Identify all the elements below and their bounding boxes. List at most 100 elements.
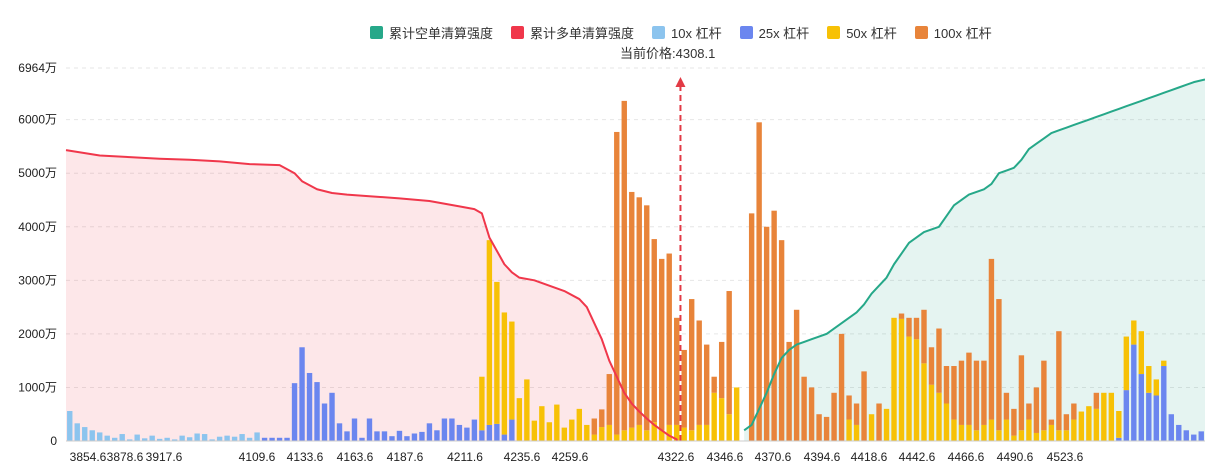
bar-10x-leverage[interactable] [216,436,223,441]
bar-100x-leverage[interactable] [651,239,657,423]
bar-10x-leverage[interactable] [89,430,95,441]
bar-25x-leverage[interactable] [374,431,380,441]
legend-item-25x[interactable]: 25x 杠杆 [739,23,809,42]
bar-100x-leverage[interactable] [898,313,905,319]
bar-100x-leverage[interactable] [831,392,837,441]
bar-10x-leverage[interactable] [194,433,200,441]
bar-100x-leverage[interactable] [1003,392,1010,420]
bar-50x-leverage[interactable] [846,419,852,441]
bar-25x-leverage[interactable] [1183,430,1189,441]
bar-50x-leverage[interactable] [913,339,920,441]
bar-100x-leverage[interactable] [614,131,620,435]
bar-100x-leverage[interactable] [681,349,687,428]
bar-10x-leverage[interactable] [112,437,118,441]
bar-50x-leverage[interactable] [726,414,732,441]
bar-25x-leverage[interactable] [471,419,478,441]
bar-50x-leverage[interactable] [703,424,710,441]
bar-50x-leverage[interactable] [996,430,1002,441]
bar-25x-leverage[interactable] [449,418,455,441]
bar-50x-leverage[interactable] [516,398,523,441]
bar-10x-leverage[interactable] [254,432,260,441]
bar-50x-leverage[interactable] [636,424,642,441]
bar-50x-leverage[interactable] [951,419,957,441]
bar-50x-leverage[interactable] [651,422,657,441]
bar-50x-leverage[interactable] [1063,430,1070,441]
bar-50x-leverage[interactable] [621,430,627,441]
bar-100x-leverage[interactable] [748,213,755,441]
bar-50x-leverage[interactable] [868,414,875,441]
bar-25x-leverage[interactable] [509,419,515,441]
bar-50x-leverage[interactable] [554,404,560,441]
bar-10x-leverage[interactable] [156,438,163,441]
bar-100x-leverage[interactable] [763,226,770,441]
bar-25x-leverage[interactable] [1146,392,1152,441]
bar-100x-leverage[interactable] [973,360,980,431]
bar-50x-leverage[interactable] [599,427,605,441]
bar-25x-leverage[interactable] [494,423,500,441]
bar-100x-leverage[interactable] [966,352,972,425]
bar-100x-leverage[interactable] [1041,360,1047,431]
bar-50x-leverage[interactable] [928,384,935,441]
bar-50x-leverage[interactable] [584,424,590,441]
bar-50x-leverage[interactable] [711,392,717,441]
bar-10x-leverage[interactable] [209,439,215,441]
bar-50x-leverage[interactable] [1026,419,1032,441]
bar-50x-leverage[interactable] [629,427,635,441]
bar-25x-leverage[interactable] [434,430,440,441]
bar-50x-leverage[interactable] [1041,430,1047,441]
bar-25x-leverage[interactable] [1168,414,1174,441]
bar-25x-leverage[interactable] [336,423,343,441]
bar-100x-leverage[interactable] [936,328,942,393]
bar-25x-leverage[interactable] [291,383,298,441]
bar-50x-leverage[interactable] [1011,435,1017,441]
bar-50x-leverage[interactable] [981,424,987,441]
bar-50x-leverage[interactable] [539,406,545,441]
bar-50x-leverage[interactable] [853,424,860,441]
bar-50x-leverage[interactable] [718,398,725,441]
bar-25x-leverage[interactable] [321,403,328,441]
bar-50x-leverage[interactable] [1131,320,1137,345]
bar-25x-leverage[interactable] [366,418,373,441]
bar-50x-leverage[interactable] [973,430,980,441]
bar-25x-leverage[interactable] [359,437,365,441]
bar-50x-leverage[interactable] [546,422,553,441]
bar-50x-leverage[interactable] [666,424,672,441]
bar-50x-leverage[interactable] [501,312,508,435]
bar-50x-leverage[interactable] [1056,430,1062,441]
bar-100x-leverage[interactable] [1048,419,1055,425]
bar-10x-leverage[interactable] [186,437,193,441]
bar-50x-leverage[interactable] [883,408,890,441]
bar-100x-leverage[interactable] [1011,408,1017,436]
bar-100x-leverage[interactable] [913,317,920,340]
bar-50x-leverage[interactable] [921,363,927,441]
bar-10x-leverage[interactable] [231,436,238,441]
bar-25x-leverage[interactable] [284,437,290,441]
bar-50x-leverage[interactable] [1086,406,1092,441]
bar-100x-leverage[interactable] [621,100,627,431]
bar-10x-leverage[interactable] [239,434,245,441]
bar-50x-leverage[interactable] [674,424,680,441]
bar-50x-leverage[interactable] [576,408,582,441]
bar-50x-leverage[interactable] [943,403,950,441]
bar-50x-leverage[interactable] [1146,366,1152,393]
bar-10x-leverage[interactable] [201,434,208,441]
bar-100x-leverage[interactable] [1018,355,1025,431]
bar-50x-leverage[interactable] [898,318,905,441]
bar-25x-leverage[interactable] [329,392,335,441]
bar-25x-leverage[interactable] [1191,434,1197,441]
bar-25x-leverage[interactable] [276,437,283,441]
bar-25x-leverage[interactable] [441,418,448,441]
bar-50x-leverage[interactable] [591,434,597,441]
bar-25x-leverage[interactable] [486,424,493,441]
legend-item-50x[interactable]: 50x 杠杆 [827,23,897,42]
bar-50x-leverage[interactable] [958,424,965,441]
bar-100x-leverage[interactable] [846,395,852,420]
bar-25x-leverage[interactable] [1138,374,1145,441]
bar-50x-leverage[interactable] [486,240,493,425]
bar-100x-leverage[interactable] [666,253,672,425]
bar-25x-leverage[interactable] [1131,344,1137,441]
bar-50x-leverage[interactable] [659,430,665,441]
bar-50x-leverage[interactable] [1003,419,1010,441]
legend-item-long-cumulative[interactable]: 累计多单清算强度 [511,23,634,42]
bar-25x-leverage[interactable] [404,436,410,441]
